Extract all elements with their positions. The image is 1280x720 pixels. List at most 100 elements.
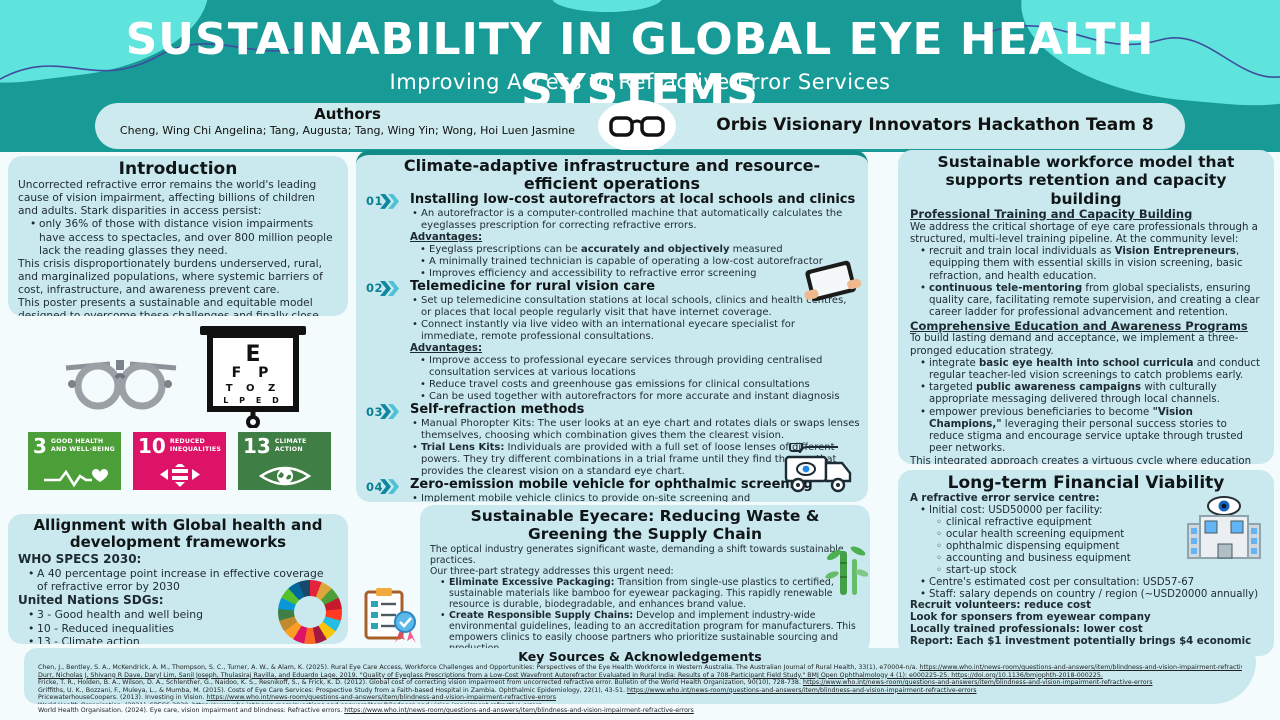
reference-link[interactable]: https://www.who.int/news-room/questions-… <box>206 694 556 702</box>
reference: Fricke, T. R., Holden, B. A., Wilson, D.… <box>38 679 1153 687</box>
sub-bullet: accounting and business equipment <box>934 553 1262 565</box>
workforce-model-panel: Sustainable workforce model that supports… <box>898 150 1274 464</box>
bullet: A minimally trained technician is capabl… <box>418 256 860 268</box>
bullet: Manual Phoropter Kits: The user looks at… <box>410 418 860 442</box>
education-subheading: Comprehensive Education and Awareness Pr… <box>910 318 1248 333</box>
authors-names: Cheng, Wing Chi Angelina; Tang, Augusta;… <box>119 124 576 137</box>
authors-bar: Authors Cheng, Wing Chi Angelina; Tang, … <box>95 100 1185 152</box>
bullet: empower previous beneficiaries to become… <box>918 407 1262 456</box>
bullet: Initial cost: USD50000 per facility: <box>918 505 1262 517</box>
sdg-tile-3: 3 GOOD HEALTH AND WELL-BEING <box>28 432 121 490</box>
bullet: Set up telemedicine consultation station… <box>410 295 850 319</box>
squiggle-lines <box>0 25 1280 81</box>
climate-eye-icon <box>238 464 331 488</box>
bullet: Eliminate Excessive Packaging: Transitio… <box>438 577 839 610</box>
sub-bullet: clinical refractive equipment <box>934 517 1262 529</box>
telemedicine-tablet-icon <box>804 260 862 302</box>
reference: Durr, Nicholas J, Shivang R Dave, Daryl … <box>38 672 1242 680</box>
bullet: Centre's estimated cost per consultation… <box>918 577 1262 589</box>
bullet: continuous tele-mentoring from global sp… <box>918 283 1262 320</box>
workforce-paragraph: This integrated approach creates a virtu… <box>910 455 1252 464</box>
reference: Chen, J., Bentley, S. A., McKendrick, A.… <box>38 664 1242 672</box>
svg-text:F P: F P <box>232 365 275 381</box>
decorative-blob-center <box>552 0 662 12</box>
sources-panel: Key Sources & Acknowledgements Chen, J.,… <box>24 648 1256 704</box>
chevron-01-icon: 01 <box>366 193 400 209</box>
reference-link[interactable]: https://www.who.int/news-room/questions-… <box>919 664 1242 671</box>
bullet: An autorefractor is a computer-controlle… <box>410 208 860 232</box>
reference-link[interactable]: https://www.who.int/news-room/questions-… <box>192 702 542 704</box>
advantages-label: Advantages: <box>410 231 483 243</box>
bullet: Improve access to professional eyecare s… <box>418 355 850 379</box>
bullet: Staff: salary depends on country / regio… <box>918 589 1262 601</box>
financial-viability-panel: Long-term Financial Viability A refracti… <box>898 470 1274 656</box>
financial-heading: A refractive error service centre: <box>910 493 1100 504</box>
electric-van-icon <box>784 443 852 493</box>
eye-hospital-icon <box>1187 496 1261 559</box>
section-04: 04 Zero-emission mobile vehicle for opht… <box>364 477 860 502</box>
bullet: A 40 percentage point increase in effect… <box>26 567 337 594</box>
who-specs-heading: WHO SPECS 2030: <box>18 551 142 566</box>
glasses-icon <box>609 116 665 137</box>
sub-bullet: start-up stock <box>934 565 1262 577</box>
bullet: 10 - Reduced inequalities <box>26 622 338 636</box>
svg-text:E: E <box>245 342 260 367</box>
sustainable-eyecare-panel: Sustainable Eyecare: Reducing Waste & Gre… <box>420 505 870 655</box>
team-name: Orbis Visionary Innovators Hackathon Tea… <box>716 115 1154 135</box>
reference-link[interactable]: https://www.who.int/news-room/questions-… <box>626 686 977 694</box>
intro-paragraph: Uncorrected refractive error remains the… <box>18 179 317 218</box>
heartbeat-icon <box>28 466 121 488</box>
section-02: 02 Telemedicine for rural vision care Se… <box>364 279 860 403</box>
bullet: 3 - Good health and well being <box>26 608 338 622</box>
equality-icon <box>133 464 226 488</box>
sdg-tile-10: 10 REDUCED INEQUALITIES <box>133 432 226 490</box>
bullet: 13 - Climate action <box>26 635 338 644</box>
workforce-paragraph: To build lasting demand and acceptance, … <box>910 333 1239 357</box>
bullet: Trial Lens Kits: Individuals are provide… <box>410 442 860 478</box>
poster-title: SUSTAINABILITY IN GLOBAL EYE HEALTH SYST… <box>125 14 1155 116</box>
bullet: recruit and train local individuals as V… <box>918 246 1262 283</box>
reference: World Health Organisation. (2021). SPECS… <box>38 702 1242 704</box>
intro-paragraph: This crisis disproportionately burdens u… <box>18 257 323 296</box>
reference: PricewaterhouseCoopers. (2013). Investin… <box>38 694 556 702</box>
bullet: targeted public awareness campaigns with… <box>918 382 1262 406</box>
intro-paragraph: This poster presents a sustainable and e… <box>18 297 319 316</box>
accreditation-checklist-icon <box>364 588 416 643</box>
sdg-wheel-icon <box>278 580 342 644</box>
training-subheading: Professional Training and Capacity Build… <box>910 206 1193 221</box>
climate-infrastructure-panel: Climate-adaptive infrastructure and reso… <box>356 150 868 502</box>
bullet: Implement mobile vehicle clinics to prov… <box>410 493 751 502</box>
sources-title: Key Sources & Acknowledgements <box>518 649 762 664</box>
sdg-tile-13: 13 CLIMATE ACTION <box>238 432 331 490</box>
section-01: 01 Installing low-cost autorefractors at… <box>364 192 860 280</box>
eyecare-intro: The optical industry generates significa… <box>430 543 844 577</box>
chevron-03-icon: 03 <box>366 404 400 420</box>
reference-link[interactable]: https://www.who.int/news-room/questions-… <box>802 679 1153 687</box>
section-03: 03 Self-refraction methods Manual Phorop… <box>364 402 860 478</box>
workforce-paragraph: We address the critical shortage of eye … <box>910 221 1258 245</box>
poster-header: SUSTAINABILITY IN GLOBAL EYE HEALTH SYST… <box>0 0 1280 152</box>
svg-text:L P E D: L P E D <box>223 396 282 405</box>
sub-bullet: ocular health screening equipment <box>934 529 1262 541</box>
poster-subtitle: Improving Access to Refractive Error Ser… <box>389 70 891 94</box>
authors-label: Authors <box>314 105 381 123</box>
glasses-badge <box>598 100 676 152</box>
introduction-title: Introduction <box>118 159 238 179</box>
reference-link[interactable]: Durr, Nicholas J, Shivang R Dave, Daryl … <box>38 671 1103 679</box>
bamboo-icon <box>825 546 868 595</box>
eye-chart-image: E F P T O Z L P E D <box>200 326 306 428</box>
bullet: Connect instantly via live video with an… <box>410 319 850 343</box>
advantages-label: Advantages: <box>410 342 483 354</box>
reference: World Health Organisation. (2024). Eye c… <box>38 707 694 714</box>
un-sdgs-heading: United Nations SDGs: <box>18 593 164 608</box>
bullet: Can be used together with autorefractors… <box>418 391 850 403</box>
reference-link[interactable]: https://www.who.int/news-room/questions-… <box>344 707 694 714</box>
bullet: Reduce travel costs and greenhouse gas e… <box>418 379 850 391</box>
bullet: integrate basic eye health into school c… <box>918 358 1262 382</box>
authors-block: Authors Cheng, Wing Chi Angelina; Tang, … <box>95 105 600 137</box>
reference: Griffiths, U. K., Bozzani, F., Muleya, L… <box>38 686 977 694</box>
bullet: Eyeglass prescriptions can be accurately… <box>418 244 860 256</box>
sub-bullet: ophthalmic dispensing equipment <box>934 541 1262 553</box>
trial-frame-image <box>65 360 177 410</box>
bullet: Improves efficiency and accessibility to… <box>418 268 860 280</box>
